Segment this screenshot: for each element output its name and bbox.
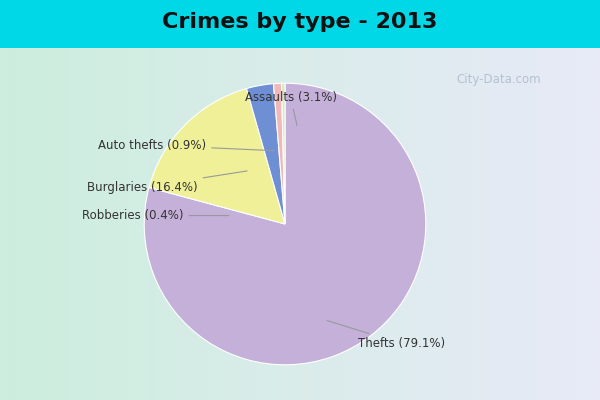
Text: City-Data.com: City-Data.com [456, 74, 541, 86]
Text: Crimes by type - 2013: Crimes by type - 2013 [163, 12, 437, 32]
Wedge shape [274, 83, 285, 224]
Wedge shape [247, 84, 285, 224]
Text: Burglaries (16.4%): Burglaries (16.4%) [87, 171, 247, 194]
Text: Robberies (0.4%): Robberies (0.4%) [82, 209, 229, 222]
Wedge shape [281, 83, 285, 224]
Wedge shape [149, 88, 285, 224]
Text: Assaults (3.1%): Assaults (3.1%) [245, 91, 337, 126]
Text: Thefts (79.1%): Thefts (79.1%) [327, 320, 445, 350]
Text: Auto thefts (0.9%): Auto thefts (0.9%) [98, 139, 274, 152]
Wedge shape [144, 83, 426, 365]
